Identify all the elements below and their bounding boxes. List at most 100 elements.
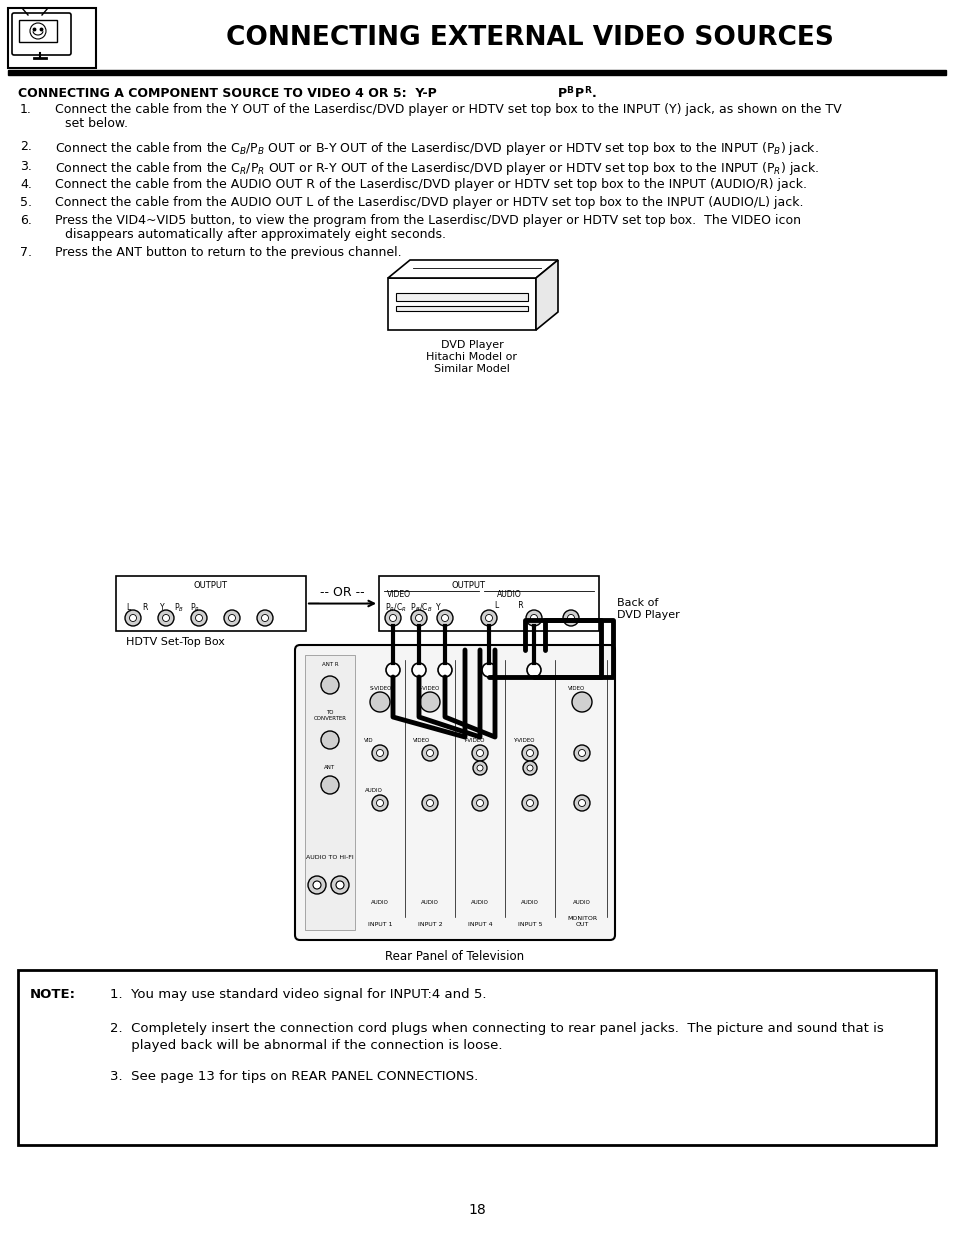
Circle shape xyxy=(526,764,533,771)
Text: ANT: ANT xyxy=(324,764,335,769)
Text: VIDEO: VIDEO xyxy=(413,739,430,743)
Text: 6.: 6. xyxy=(20,214,31,227)
Circle shape xyxy=(485,615,492,621)
Text: MONITOR
OUT: MONITOR OUT xyxy=(566,916,597,927)
FancyBboxPatch shape xyxy=(12,14,71,56)
Text: B: B xyxy=(565,86,572,95)
Circle shape xyxy=(480,610,497,626)
Text: AUDIO TO HI-FI: AUDIO TO HI-FI xyxy=(306,855,354,860)
Circle shape xyxy=(320,676,338,694)
Text: Y-VIDEO: Y-VIDEO xyxy=(462,739,484,743)
Text: AUDIO: AUDIO xyxy=(365,788,382,794)
Text: Connect the cable from the C$_B$/P$_B$ OUT or B-Y OUT of the Laserdisc/DVD playe: Connect the cable from the C$_B$/P$_B$ O… xyxy=(55,140,818,157)
Text: S-VIDEO: S-VIDEO xyxy=(417,685,440,690)
Circle shape xyxy=(522,761,537,776)
Text: TO
CONVERTER: TO CONVERTER xyxy=(314,710,346,721)
Circle shape xyxy=(526,750,533,757)
Text: 2.: 2. xyxy=(20,140,31,153)
Circle shape xyxy=(313,881,320,889)
Text: Y-VIDEO: Y-VIDEO xyxy=(513,739,534,743)
Text: CONNECTING A COMPONENT SOURCE TO VIDEO 4 OR 5:  Y-P: CONNECTING A COMPONENT SOURCE TO VIDEO 4… xyxy=(18,86,436,100)
Text: AUDIO: AUDIO xyxy=(520,900,538,905)
Text: VID: VID xyxy=(364,739,374,743)
Text: INPUT 2: INPUT 2 xyxy=(417,923,442,927)
Text: 7.: 7. xyxy=(20,246,32,259)
Circle shape xyxy=(308,876,326,894)
Circle shape xyxy=(426,750,433,757)
Circle shape xyxy=(525,610,541,626)
Text: VIDEO: VIDEO xyxy=(387,590,411,599)
Circle shape xyxy=(386,663,399,677)
Text: AUDIO: AUDIO xyxy=(420,900,438,905)
Circle shape xyxy=(224,610,240,626)
Circle shape xyxy=(195,615,202,621)
Text: 3.  See page 13 for tips on REAR PANEL CONNECTIONS.: 3. See page 13 for tips on REAR PANEL CO… xyxy=(110,1070,477,1083)
Text: Connect the cable from the AUDIO OUT R of the Laserdisc/DVD player or HDTV set t: Connect the cable from the AUDIO OUT R o… xyxy=(55,178,806,191)
Circle shape xyxy=(256,610,273,626)
Text: DVD Player: DVD Player xyxy=(617,610,679,620)
Circle shape xyxy=(572,692,592,713)
Text: .: . xyxy=(592,86,597,100)
Text: VIDEO: VIDEO xyxy=(567,685,584,690)
Circle shape xyxy=(320,776,338,794)
Text: L        R: L R xyxy=(495,601,523,610)
Circle shape xyxy=(481,663,496,677)
Circle shape xyxy=(578,750,585,757)
Text: 5.: 5. xyxy=(20,196,32,209)
Text: Hitachi Model or: Hitachi Model or xyxy=(426,352,517,362)
Text: Press the ANT button to return to the previous channel.: Press the ANT button to return to the pr… xyxy=(55,246,401,259)
Circle shape xyxy=(574,745,589,761)
Bar xyxy=(378,576,598,631)
Text: INPUT 1: INPUT 1 xyxy=(367,923,392,927)
Circle shape xyxy=(436,610,453,626)
Text: 1.  You may use standard video signal for INPUT:4 and 5.: 1. You may use standard video signal for… xyxy=(110,988,486,1002)
Text: Connect the cable from the AUDIO OUT L of the Laserdisc/DVD player or HDTV set t: Connect the cable from the AUDIO OUT L o… xyxy=(55,196,802,209)
Circle shape xyxy=(521,745,537,761)
Text: P: P xyxy=(575,86,583,100)
Text: NOTE:: NOTE: xyxy=(30,988,76,1002)
Circle shape xyxy=(389,615,396,621)
Text: S-VIDEO: S-VIDEO xyxy=(370,685,392,690)
Circle shape xyxy=(421,795,437,811)
Bar xyxy=(395,293,527,301)
Circle shape xyxy=(567,615,574,621)
Circle shape xyxy=(331,876,349,894)
Text: 1.: 1. xyxy=(20,103,31,116)
Circle shape xyxy=(473,761,486,776)
Text: R: R xyxy=(583,86,590,95)
Text: ANT R: ANT R xyxy=(321,662,338,667)
Text: INPUT 4: INPUT 4 xyxy=(467,923,492,927)
Text: Rear Panel of Television: Rear Panel of Television xyxy=(385,950,524,963)
Circle shape xyxy=(229,615,235,621)
Text: P: P xyxy=(558,86,566,100)
Text: 18: 18 xyxy=(468,1203,485,1216)
Circle shape xyxy=(412,663,426,677)
Text: 2.  Completely insert the connection cord plugs when connecting to rear panel ja: 2. Completely insert the connection cord… xyxy=(110,1023,882,1035)
Text: INPUT 5: INPUT 5 xyxy=(517,923,541,927)
Circle shape xyxy=(130,615,136,621)
Text: Back of: Back of xyxy=(617,598,658,608)
Text: AUDIO: AUDIO xyxy=(471,900,489,905)
Text: disappears automatically after approximately eight seconds.: disappears automatically after approxima… xyxy=(65,228,446,241)
Circle shape xyxy=(574,795,589,811)
Bar xyxy=(388,278,536,330)
Text: set below.: set below. xyxy=(65,117,128,130)
Text: Connect the cable from the C$_R$/P$_R$ OUT or R-Y OUT of the Laserdisc/DVD playe: Connect the cable from the C$_R$/P$_R$ O… xyxy=(55,161,819,177)
Circle shape xyxy=(385,610,400,626)
Text: OUTPUT: OUTPUT xyxy=(452,580,485,590)
Polygon shape xyxy=(388,261,558,278)
Circle shape xyxy=(526,799,533,806)
Bar xyxy=(19,20,57,42)
Text: Connect the cable from the Y OUT of the Laserdisc/DVD player or HDTV set top box: Connect the cable from the Y OUT of the … xyxy=(55,103,841,116)
Circle shape xyxy=(472,795,488,811)
Text: AUDIO: AUDIO xyxy=(497,590,521,599)
Circle shape xyxy=(530,615,537,621)
Circle shape xyxy=(125,610,141,626)
Text: L     R     Y    P$_B$   P$_R$: L R Y P$_B$ P$_R$ xyxy=(126,601,200,614)
Text: played back will be abnormal if the connection is loose.: played back will be abnormal if the conn… xyxy=(110,1039,502,1052)
Circle shape xyxy=(372,795,388,811)
Circle shape xyxy=(476,799,483,806)
Circle shape xyxy=(411,610,427,626)
Circle shape xyxy=(376,750,383,757)
Circle shape xyxy=(335,881,344,889)
